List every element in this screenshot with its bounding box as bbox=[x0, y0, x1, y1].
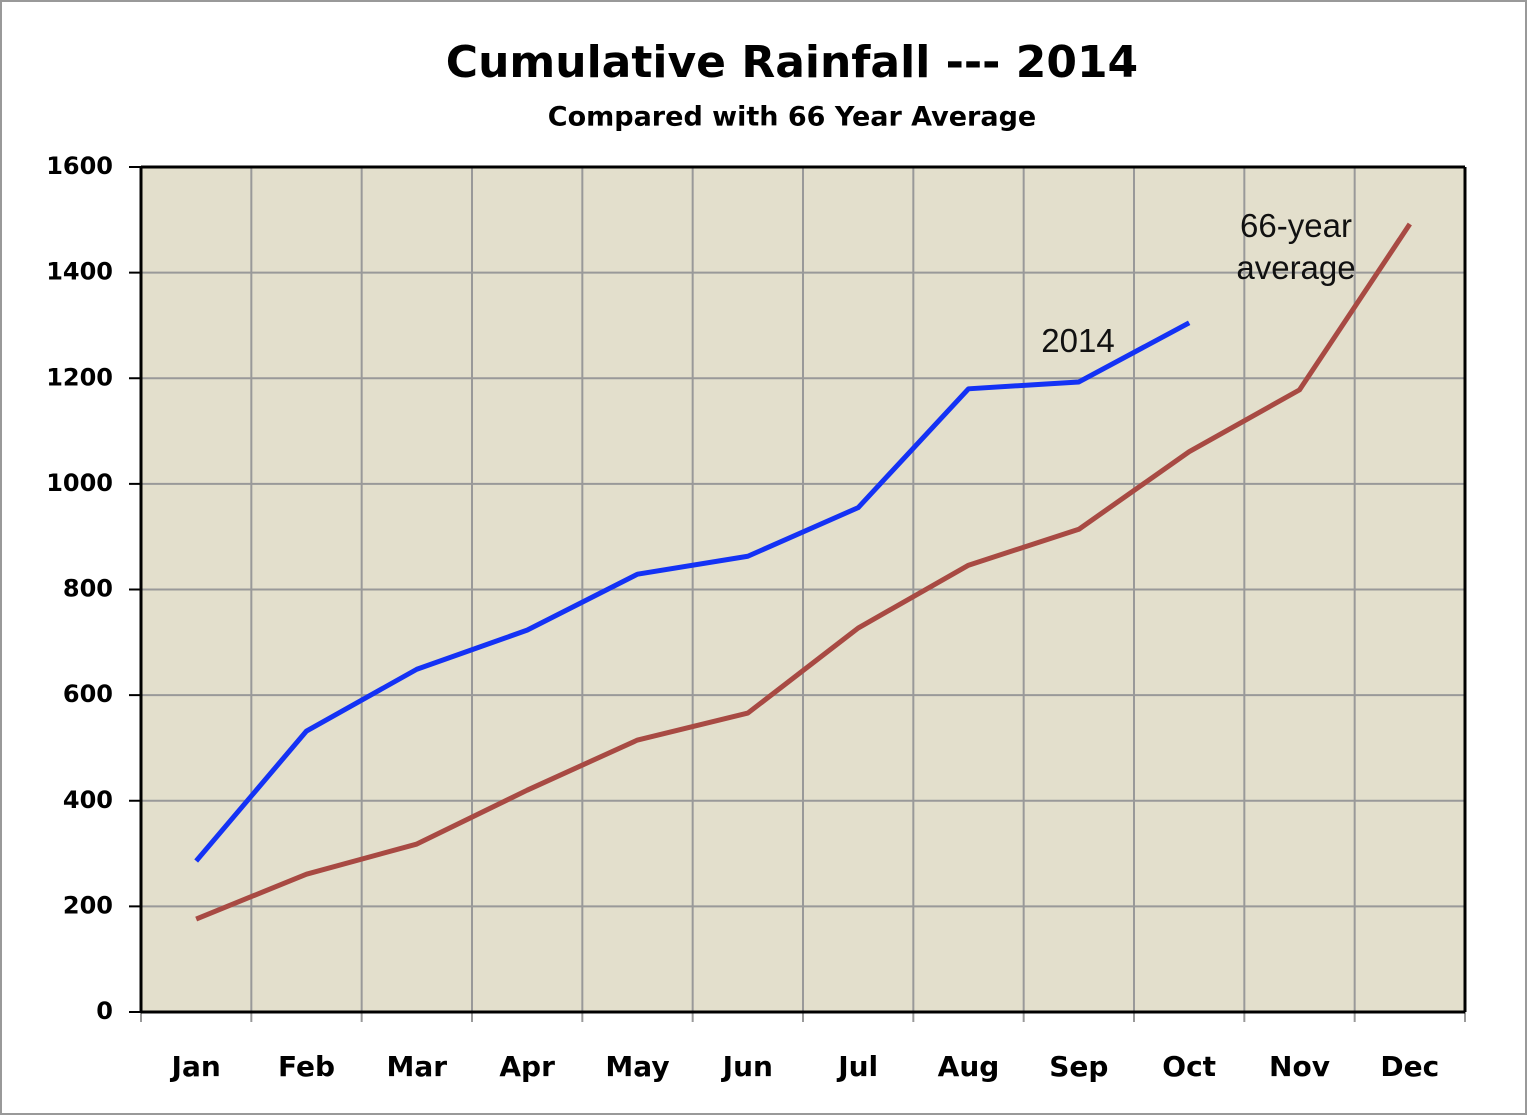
chart-title: Cumulative Rainfall --- 2014 bbox=[446, 37, 1138, 88]
x-tick-label: Nov bbox=[1269, 1050, 1330, 1083]
series-line bbox=[194, 320, 1191, 863]
chart-subtitle: Compared with 66 Year Average bbox=[548, 102, 1036, 133]
y-tick-label: 1600 bbox=[46, 152, 113, 180]
x-tick-label: Sep bbox=[1049, 1050, 1108, 1083]
x-tick-label: Feb bbox=[278, 1050, 335, 1083]
y-tick-label: 200 bbox=[63, 891, 113, 919]
y-tick-label: 600 bbox=[63, 680, 113, 708]
x-tick-label: Dec bbox=[1380, 1050, 1439, 1083]
series-annotation: 66-year average bbox=[1236, 207, 1356, 286]
x-tick-label: Jan bbox=[170, 1050, 221, 1083]
x-tick-label: Mar bbox=[387, 1050, 448, 1083]
y-tick-label: 0 bbox=[96, 997, 113, 1025]
x-tick-label: May bbox=[605, 1050, 669, 1083]
series-line bbox=[195, 222, 1412, 922]
x-tick-label: Apr bbox=[499, 1050, 555, 1083]
x-tick-label: Jun bbox=[721, 1050, 773, 1083]
y-tick-label: 1400 bbox=[46, 258, 113, 286]
y-tick-label: 800 bbox=[63, 575, 113, 603]
y-tick-label: 1000 bbox=[46, 469, 113, 497]
x-tick-label: Aug bbox=[938, 1050, 1000, 1083]
x-tick-label: Oct bbox=[1162, 1050, 1216, 1083]
y-tick-label: 1200 bbox=[46, 363, 113, 391]
x-tick-label: Jul bbox=[836, 1050, 878, 1083]
series-annotation: 2014 bbox=[1041, 322, 1115, 359]
y-tick-label: 400 bbox=[63, 786, 113, 814]
